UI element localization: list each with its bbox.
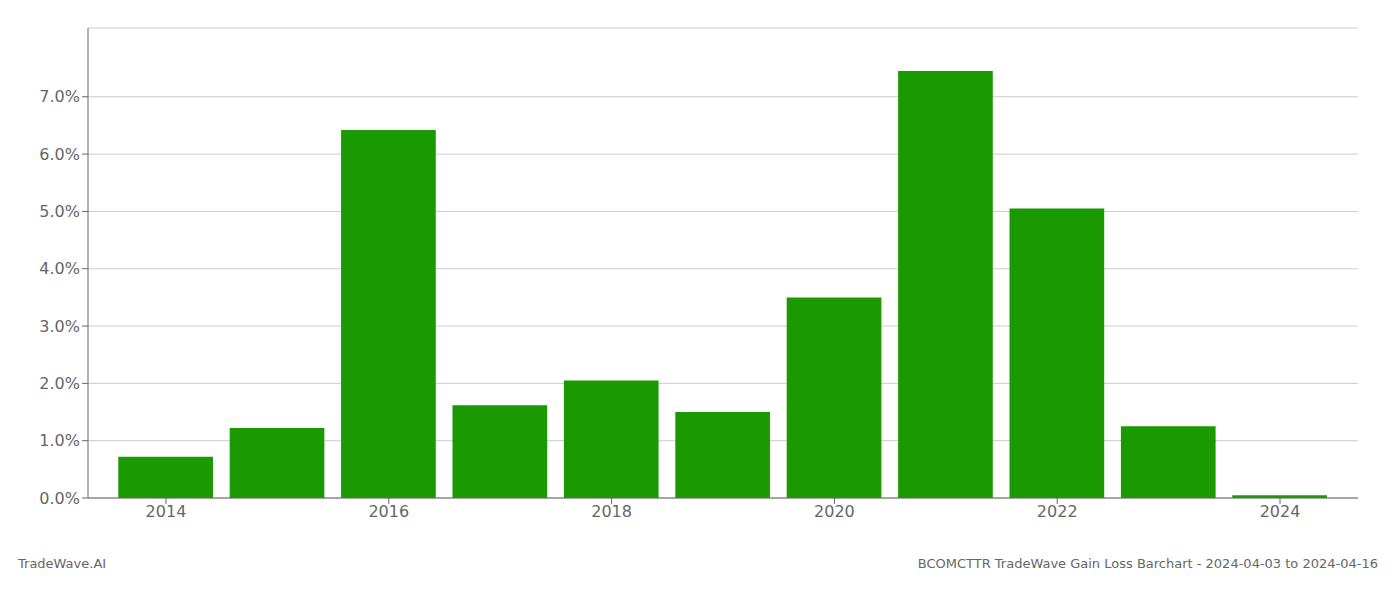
svg-text:2018: 2018 bbox=[591, 502, 632, 521]
svg-text:2016: 2016 bbox=[368, 502, 409, 521]
svg-text:2014: 2014 bbox=[146, 502, 187, 521]
html-text:TradeWave.AI: TradeWave.AI bbox=[18, 555, 107, 571]
svg-text:6.0%: 6.0% bbox=[39, 145, 80, 164]
svg-text:2020: 2020 bbox=[814, 502, 855, 521]
svg-text:2022: 2022 bbox=[1037, 502, 1078, 521]
svg-text:4.0%: 4.0% bbox=[39, 259, 80, 278]
svg-text:3.0%: 3.0% bbox=[39, 317, 80, 336]
html-text:BCOMCTTR TradeWave Gain Loss B: BCOMCTTR TradeWave Gain Loss Barchart - … bbox=[917, 555, 1378, 571]
svg-text:1.0%: 1.0% bbox=[39, 431, 80, 450]
svg-text:2.0%: 2.0% bbox=[39, 374, 80, 393]
svg-text:5.0%: 5.0% bbox=[39, 202, 80, 221]
svg-text:7.0%: 7.0% bbox=[39, 87, 80, 106]
svg-text:2024: 2024 bbox=[1260, 502, 1301, 521]
svg-text:0.0%: 0.0% bbox=[39, 489, 80, 508]
